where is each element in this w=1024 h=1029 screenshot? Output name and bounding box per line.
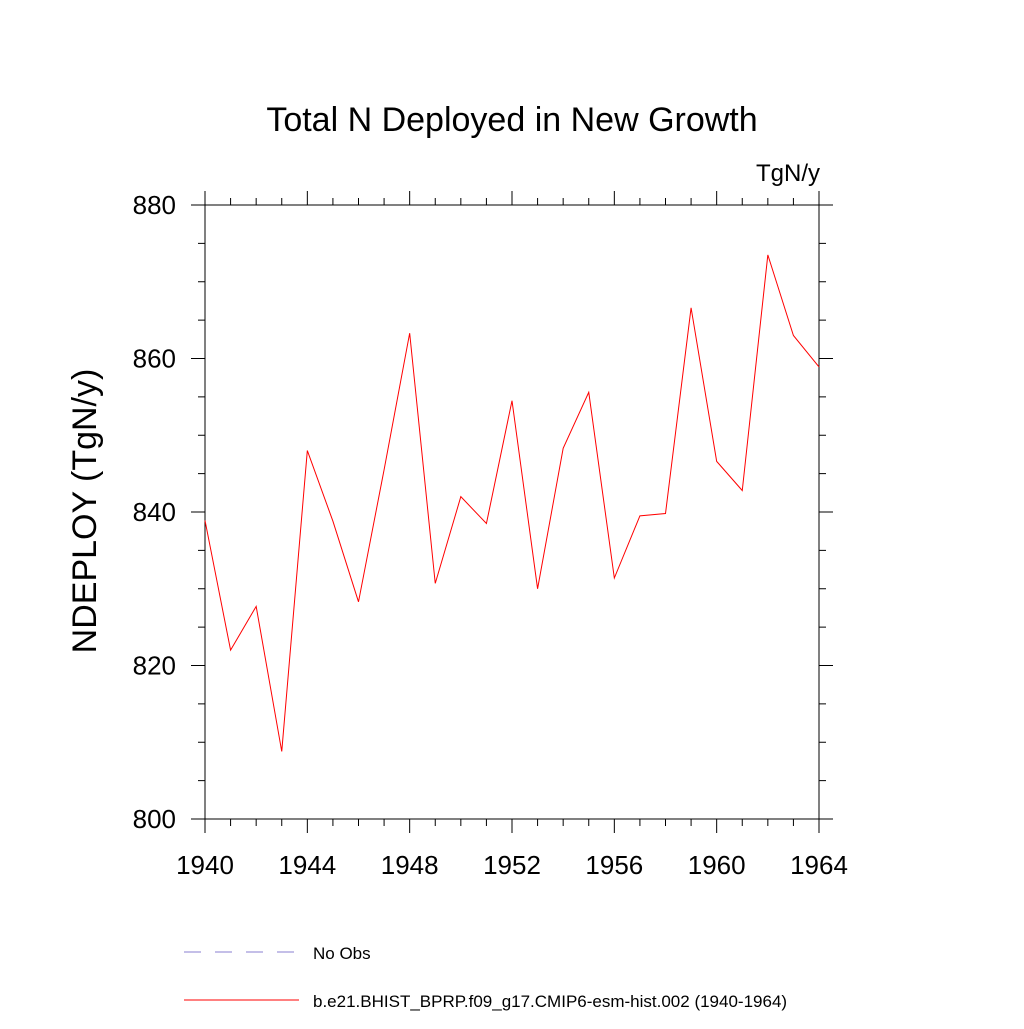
legend-label-0: No Obs (313, 944, 371, 963)
x-tick-label: 1948 (381, 850, 439, 880)
y-tick-label: 860 (133, 344, 176, 374)
x-tick-label: 1944 (278, 850, 336, 880)
y-axis-title: NDEPLOY (TgN/y) (66, 369, 104, 654)
y-tick-label: 840 (133, 497, 176, 527)
series-line-0 (204, 254, 820, 752)
x-tick-label: 1960 (688, 850, 746, 880)
x-tick-label: 1952 (483, 850, 541, 880)
legend-label-1: b.e21.BHIST_BPRP.f09_g17.CMIP6-esm-hist.… (313, 992, 787, 1011)
legend: No Obs b.e21.BHIST_BPRP.f09_g17.CMIP6-esm… (184, 944, 787, 1011)
y-tick-label: 880 (133, 190, 176, 220)
y-tick-label: 800 (133, 804, 176, 834)
y-tick-label: 820 (133, 651, 176, 681)
units-label: TgN/y (756, 160, 820, 187)
data-series (204, 254, 820, 752)
axis-ticks (191, 191, 833, 833)
x-tick-label: 1940 (176, 850, 234, 880)
tick-labels: 1940 1944 1948 1952 1956 1960 1964 800 820 840 860… (133, 190, 848, 880)
plot-frame (204, 204, 820, 820)
chart-title: Total N Deployed in New Growth (266, 101, 757, 139)
x-tick-label: 1964 (790, 850, 848, 880)
x-tick-label: 1956 (585, 850, 643, 880)
